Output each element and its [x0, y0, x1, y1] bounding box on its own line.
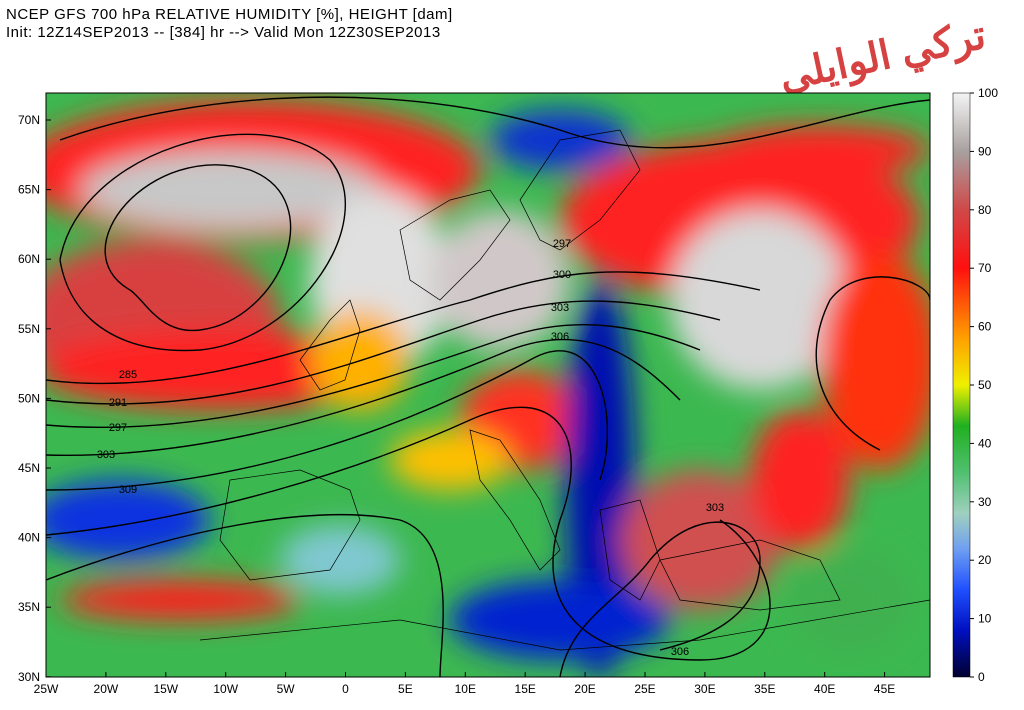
lon-label: 20E	[574, 682, 595, 696]
colorbar-label: 60	[978, 320, 992, 334]
lat-label: 70N	[18, 113, 40, 127]
lon-label: 5W	[277, 682, 296, 696]
lon-label: 5E	[398, 682, 413, 696]
colorbar-label: 30	[978, 495, 992, 509]
contour-label: 285	[119, 369, 137, 381]
lat-label: 30N	[18, 670, 40, 684]
lat-label: 50N	[18, 391, 40, 405]
colorbar	[952, 92, 971, 678]
lat-label: 45N	[18, 461, 40, 475]
contour-label: 303	[706, 502, 724, 514]
plot-frame	[45, 92, 931, 678]
contour-label: 291	[109, 397, 127, 409]
lon-label: 15W	[153, 682, 178, 696]
lon-label: 10E	[455, 682, 476, 696]
lat-label: 55N	[18, 322, 40, 336]
colorbar-label: 90	[978, 144, 992, 158]
height-contours	[46, 96, 930, 677]
lon-label: 25W	[34, 682, 59, 696]
watermark: تركي الوايلي	[775, 13, 989, 102]
lon-label: 45E	[874, 682, 895, 696]
contour-label: 306	[671, 646, 689, 658]
lon-label: 20W	[94, 682, 119, 696]
lon-label: 0	[342, 682, 349, 696]
contour-label: 306	[551, 331, 569, 343]
subtitle: Init: 12Z14SEP2013 -- [384] hr --> Valid…	[6, 24, 441, 41]
colorbar-label: 10	[978, 612, 992, 626]
coastlines	[199, 129, 930, 651]
contour-label: 300	[553, 269, 571, 281]
colorbar-label: 80	[978, 203, 992, 217]
contour-label: 297	[553, 238, 571, 250]
lat-label: 40N	[18, 531, 40, 545]
contour-label: 297	[109, 422, 127, 434]
colorbar-label: 40	[978, 436, 992, 450]
lat-label: 60N	[18, 252, 40, 266]
colorbar-label: 20	[978, 553, 992, 567]
contour-label: 303	[97, 449, 115, 461]
title: NCEP GFS 700 hPa RELATIVE HUMIDITY [%], …	[6, 6, 453, 23]
contour-label: 309	[119, 484, 137, 496]
colorbar-label: 100	[978, 86, 998, 100]
colorbar-label: 50	[978, 378, 992, 392]
lon-label: 40E	[814, 682, 835, 696]
lon-label: 10W	[213, 682, 238, 696]
lat-label: 65N	[18, 183, 40, 197]
humidity-field	[46, 93, 930, 677]
colorbar-label: 0	[978, 670, 985, 684]
lat-label: 35N	[18, 600, 40, 614]
lon-label: 25E	[634, 682, 655, 696]
labels: 25W 20W 15W 10W 5W 0 5E 10E 15E 20E 25E 30E 35E 40E 45…	[18, 86, 998, 696]
lon-label: 35E	[754, 682, 775, 696]
lon-label: 30E	[694, 682, 715, 696]
lon-label: 15E	[515, 682, 536, 696]
colorbar-label: 70	[978, 261, 992, 275]
contour-label: 303	[551, 302, 569, 314]
